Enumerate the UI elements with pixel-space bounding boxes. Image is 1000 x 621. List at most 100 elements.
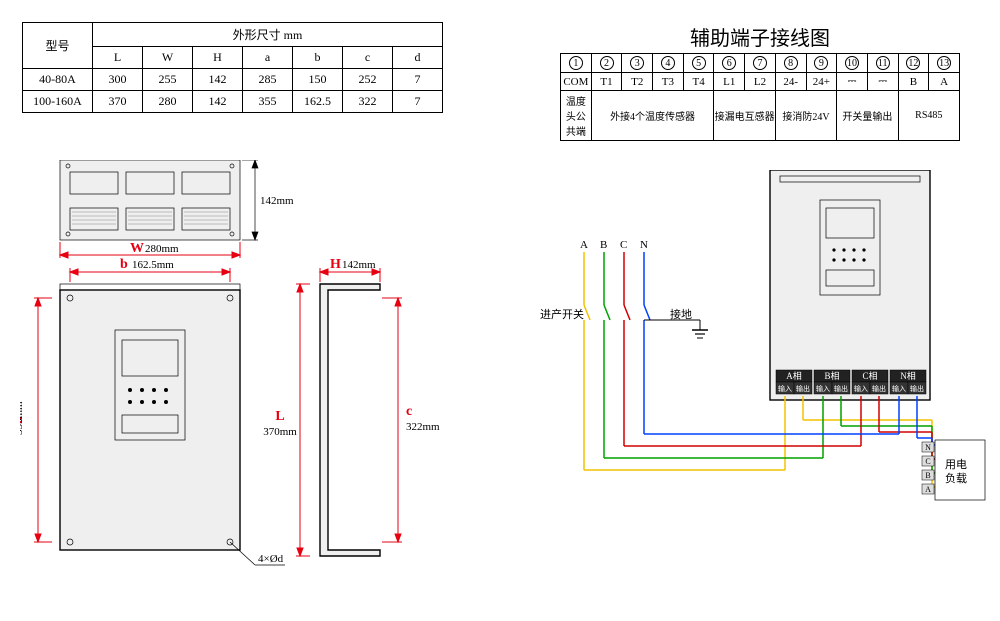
dim-model: 40-80A bbox=[23, 69, 93, 91]
term-num: 12 bbox=[898, 54, 929, 73]
term-label: T3 bbox=[653, 73, 684, 91]
term-num: 8 bbox=[775, 54, 806, 73]
incoming-label: 进产开关 bbox=[540, 307, 584, 321]
term-desc: 接漏电互感器 bbox=[714, 91, 775, 141]
term-label: L2 bbox=[745, 73, 776, 91]
term-label: 24+ bbox=[806, 73, 837, 91]
svg-text:输出: 输出 bbox=[796, 384, 810, 393]
dim-col: W bbox=[143, 47, 193, 69]
term-label: COM bbox=[561, 73, 592, 91]
term-num: 10 bbox=[837, 54, 868, 73]
dim-cell: 252 bbox=[343, 69, 393, 91]
ground-label: 接地 bbox=[670, 308, 692, 321]
phase-N: N bbox=[640, 239, 648, 251]
load-label1: 用电 bbox=[945, 458, 967, 471]
term-desc: 温度头公共端 bbox=[561, 91, 592, 141]
mechanical-drawings: W 280mm 142mm b 162.5mm bbox=[20, 160, 490, 600]
svg-text:B: B bbox=[925, 471, 930, 480]
svg-text:A: A bbox=[925, 485, 931, 494]
dim-cell: 7 bbox=[393, 91, 443, 113]
dim-th-model: 型号 bbox=[23, 23, 93, 69]
term-num: 6 bbox=[714, 54, 745, 73]
term-num: 1 bbox=[561, 54, 592, 73]
phase-C: C bbox=[620, 239, 627, 251]
dim-c-label: c bbox=[406, 404, 412, 419]
term-label: B bbox=[898, 73, 929, 91]
terminal-title: 辅助端子接线图 bbox=[560, 22, 960, 51]
wiring-svg: A相输入输出B相输入输出C相输入输出N相输入输出 A B C N 进产开关 接地… bbox=[540, 170, 990, 590]
dim-b-label: b bbox=[120, 257, 128, 272]
svg-text:A相: A相 bbox=[786, 370, 802, 381]
svg-text:B相: B相 bbox=[824, 370, 839, 381]
term-label: T2 bbox=[622, 73, 653, 91]
dim-W: 280mm bbox=[145, 243, 179, 255]
svg-text:输入: 输入 bbox=[816, 384, 830, 393]
term-label: T1 bbox=[591, 73, 622, 91]
dim-cell: 7 bbox=[393, 69, 443, 91]
dim-col: a bbox=[243, 47, 293, 69]
term-num: 3 bbox=[622, 54, 653, 73]
term-desc: RS485 bbox=[898, 91, 959, 141]
dim-cell: 142 bbox=[193, 91, 243, 113]
dim-W-label: W bbox=[130, 241, 144, 256]
svg-text:N: N bbox=[925, 443, 931, 452]
dim-cell: 285 bbox=[243, 69, 293, 91]
svg-text:C: C bbox=[925, 457, 930, 466]
load-label2: 负载 bbox=[945, 471, 967, 485]
dim-c: 322mm bbox=[406, 421, 440, 433]
term-num: 4 bbox=[653, 54, 684, 73]
svg-text:输入: 输入 bbox=[854, 384, 868, 393]
svg-text:输入: 输入 bbox=[778, 384, 792, 393]
svg-text:C相: C相 bbox=[862, 370, 877, 381]
term-label: ⎓ bbox=[837, 73, 868, 91]
dim-L: 370mm bbox=[263, 426, 297, 438]
dim-col: b bbox=[293, 47, 343, 69]
dim-th-group: 外形尺寸 mm bbox=[93, 23, 443, 47]
svg-text:输出: 输出 bbox=[834, 384, 848, 393]
dim-Hside: 142mm bbox=[342, 259, 376, 271]
dim-H-label: H bbox=[330, 257, 341, 272]
term-desc: 接消防24V bbox=[775, 91, 836, 141]
dim-col: d bbox=[393, 47, 443, 69]
terminal-box: 辅助端子接线图 12345678910111213 COMT1T2T3T4L1L… bbox=[560, 22, 960, 141]
term-label: A bbox=[929, 73, 960, 91]
svg-text:输出: 输出 bbox=[872, 384, 886, 393]
dim-cell: 255 bbox=[143, 69, 193, 91]
term-num: 13 bbox=[929, 54, 960, 73]
dim-hole: 4×Ød bbox=[258, 553, 284, 565]
dim-cell: 370 bbox=[93, 91, 143, 113]
term-label: 24- bbox=[775, 73, 806, 91]
dim-cell: 142 bbox=[193, 69, 243, 91]
dim-b: 162.5mm bbox=[132, 259, 174, 271]
term-num: 5 bbox=[683, 54, 714, 73]
dim-col: H bbox=[193, 47, 243, 69]
term-label: T4 bbox=[683, 73, 714, 91]
term-num: 2 bbox=[591, 54, 622, 73]
svg-text:输入: 输入 bbox=[892, 384, 906, 393]
phase-A: A bbox=[580, 239, 588, 251]
term-num: 7 bbox=[745, 54, 776, 73]
drawing-svg: W 280mm 142mm b 162.5mm bbox=[20, 160, 490, 600]
dimension-table: 型号 外形尺寸 mm LWHabcd 40-80A300255142285150… bbox=[22, 22, 443, 113]
dim-cell: 162.5 bbox=[293, 91, 343, 113]
svg-text:N相: N相 bbox=[900, 370, 916, 381]
dim-cell: 150 bbox=[293, 69, 343, 91]
term-desc: 外接4个温度传感器 bbox=[591, 91, 714, 141]
term-desc: 开关量输出 bbox=[837, 91, 898, 141]
term-label: L1 bbox=[714, 73, 745, 91]
svg-text:输出: 输出 bbox=[910, 384, 924, 393]
wiring-diagram: A相输入输出B相输入输出C相输入输出N相输入输出 A B C N 进产开关 接地… bbox=[540, 170, 990, 590]
dim-Htop: 142mm bbox=[260, 195, 294, 207]
phase-B: B bbox=[600, 239, 607, 251]
term-num: 11 bbox=[867, 54, 898, 73]
dim-cell: 322 bbox=[343, 91, 393, 113]
dim-model: 100-160A bbox=[23, 91, 93, 113]
dim-cell: 355 bbox=[243, 91, 293, 113]
dim-cell: 300 bbox=[93, 69, 143, 91]
dim-L-label: L bbox=[275, 409, 284, 424]
terminal-table: 12345678910111213 COMT1T2T3T4L1L224-24+⎓… bbox=[560, 53, 960, 141]
term-num: 9 bbox=[806, 54, 837, 73]
term-label: ⎓ bbox=[867, 73, 898, 91]
dim-a: 355mm bbox=[20, 401, 25, 435]
dim-col: c bbox=[343, 47, 393, 69]
